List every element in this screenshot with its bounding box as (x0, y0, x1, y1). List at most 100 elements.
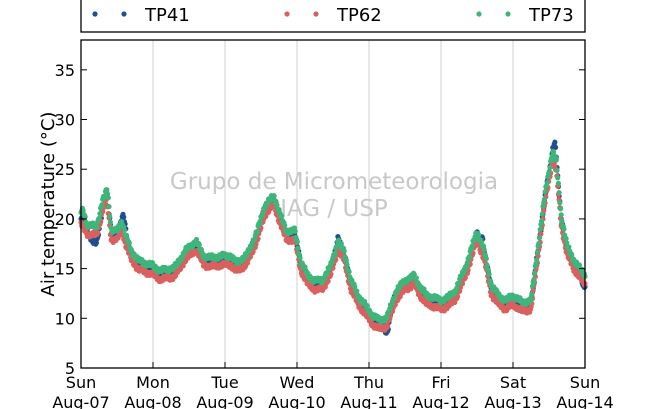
data-point (555, 175, 561, 181)
legend-label: TP62 (336, 5, 382, 26)
data-point (554, 167, 560, 174)
legend-marker (92, 11, 98, 17)
legend-label: TP73 (528, 5, 574, 26)
data-point (105, 195, 111, 201)
data-point (569, 252, 575, 258)
legend-marker (476, 11, 482, 17)
data-point (332, 250, 338, 256)
data-point (95, 230, 101, 236)
data-point (553, 157, 559, 163)
data-point (539, 211, 545, 217)
data-point (531, 276, 537, 283)
data-point (481, 247, 487, 253)
data-point (252, 237, 258, 243)
x-tick-label-date: Aug-13 (484, 393, 541, 409)
x-tick-label-day: Sat (500, 373, 526, 392)
data-point (557, 206, 564, 212)
data-point (384, 315, 390, 321)
data-point (179, 254, 186, 260)
data-point (271, 193, 277, 199)
data-point (464, 264, 470, 270)
data-point (346, 269, 352, 275)
x-tick-label-date: Aug-14 (556, 393, 613, 409)
data-point (476, 232, 482, 238)
data-point (534, 257, 540, 263)
data-point (107, 213, 113, 220)
data-point (528, 297, 534, 303)
data-point (564, 240, 570, 246)
data-point (552, 139, 558, 145)
data-point (126, 240, 132, 246)
data-point (329, 259, 335, 265)
data-point (341, 248, 347, 254)
data-point (80, 208, 86, 214)
data-point (121, 227, 127, 233)
x-tick-label-day: Fri (431, 373, 450, 392)
data-point (93, 240, 99, 246)
y-axis: 5 10 15 20 25 30 35 (55, 61, 585, 378)
plot-area (81, 40, 585, 368)
data-point (105, 191, 111, 197)
data-point (244, 252, 250, 259)
data-point (322, 276, 328, 282)
data-point (99, 202, 105, 208)
data-point (364, 303, 370, 309)
x-tick-label-date: Aug-07 (52, 393, 109, 409)
y-tick-label: 35 (55, 61, 75, 80)
data-point (534, 249, 541, 255)
data-point (529, 291, 535, 297)
legend-marker (313, 11, 319, 17)
data-point (257, 218, 263, 224)
x-tick-label-date: Aug-12 (412, 393, 469, 409)
data-point (121, 214, 127, 220)
data-point (249, 241, 256, 247)
series-layer (78, 139, 588, 336)
data-point (536, 240, 542, 247)
data-point (282, 222, 288, 228)
data-point (558, 212, 564, 218)
data-point (542, 189, 548, 195)
data-point (466, 253, 473, 260)
data-point (413, 275, 419, 281)
y-tick-label: 5 (65, 359, 75, 378)
data-point (547, 164, 553, 171)
y-tick-label: 20 (55, 210, 75, 229)
data-point (392, 295, 398, 301)
data-point (464, 260, 470, 266)
data-point (485, 267, 491, 273)
data-point (537, 226, 543, 233)
data-point (354, 288, 360, 294)
data-point (107, 219, 113, 225)
data-point (196, 242, 202, 248)
data-point (295, 245, 301, 251)
data-point (561, 226, 567, 232)
data-point (486, 271, 492, 277)
data-point (259, 213, 265, 219)
data-point (456, 280, 462, 286)
data-point (297, 255, 303, 261)
data-point (546, 169, 552, 175)
data-point (279, 213, 285, 219)
data-point (483, 256, 489, 262)
data-point (385, 323, 391, 329)
data-point (556, 189, 562, 196)
y-axis-title: Air temperature (°C) (38, 112, 59, 297)
data-point (550, 149, 557, 155)
y-tick-label: 15 (55, 260, 75, 279)
watermark-line: IAG / USP (280, 196, 388, 222)
x-axis: SunAug-07MonAug-08TueAug-09WedAug-10ThuA… (52, 362, 614, 409)
data-point (274, 202, 280, 208)
data-point (559, 218, 565, 224)
data-point (352, 284, 358, 290)
legend-label: TP41 (144, 5, 190, 26)
legend: TP41 TP62 TP73 (80, 0, 586, 33)
series-TP73 (78, 148, 588, 325)
x-tick-label-day: Wed (280, 373, 315, 392)
data-point (343, 257, 349, 263)
x-tick-label-date: Aug-08 (124, 393, 181, 409)
data-point (563, 236, 569, 242)
watermark-line: Grupo de Micrometeorologia (170, 169, 498, 195)
data-point (454, 285, 460, 291)
data-point (532, 270, 538, 276)
